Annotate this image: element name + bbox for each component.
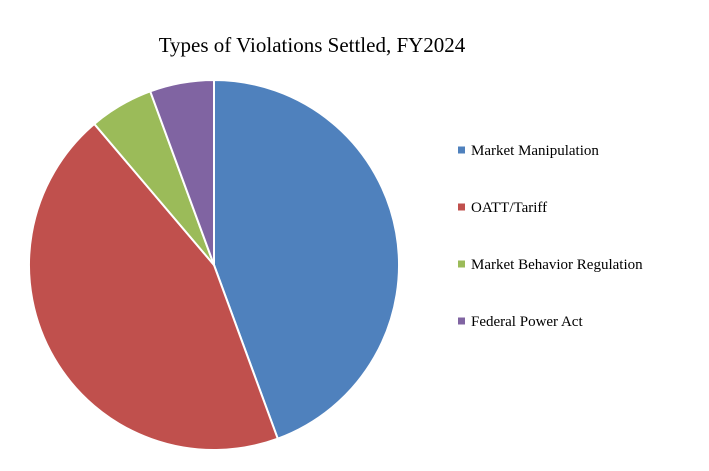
pie-slices <box>28 79 401 451</box>
legend-swatch <box>458 203 465 211</box>
legend-item-market-behavior-regulation: Market Behavior Regulation <box>458 257 643 273</box>
legend-item-federal-power-act: Federal Power Act <box>458 314 583 330</box>
legend-swatch <box>458 146 465 154</box>
legend: Market Manipulation OATT/Tariff Market Beh… <box>458 143 643 330</box>
legend-item-market-manipulation: Market Manipulation <box>458 143 599 159</box>
legend-item-oatt-tariff: OATT/Tariff <box>458 200 547 216</box>
legend-swatch <box>458 317 465 325</box>
pie-slice-market-manipulation <box>213 79 401 440</box>
chart-title: Types of Violations Settled, FY2024 <box>159 33 466 57</box>
legend-label: Market Behavior Regulation <box>471 257 643 273</box>
pie-slice-federal-power-act <box>149 79 215 266</box>
legend-label: OATT/Tariff <box>471 200 547 216</box>
legend-label: Federal Power Act <box>471 314 583 330</box>
pie-slice-oatt-tariff <box>28 122 279 451</box>
legend-label: Market Manipulation <box>471 143 599 159</box>
legend-swatch <box>458 260 465 268</box>
